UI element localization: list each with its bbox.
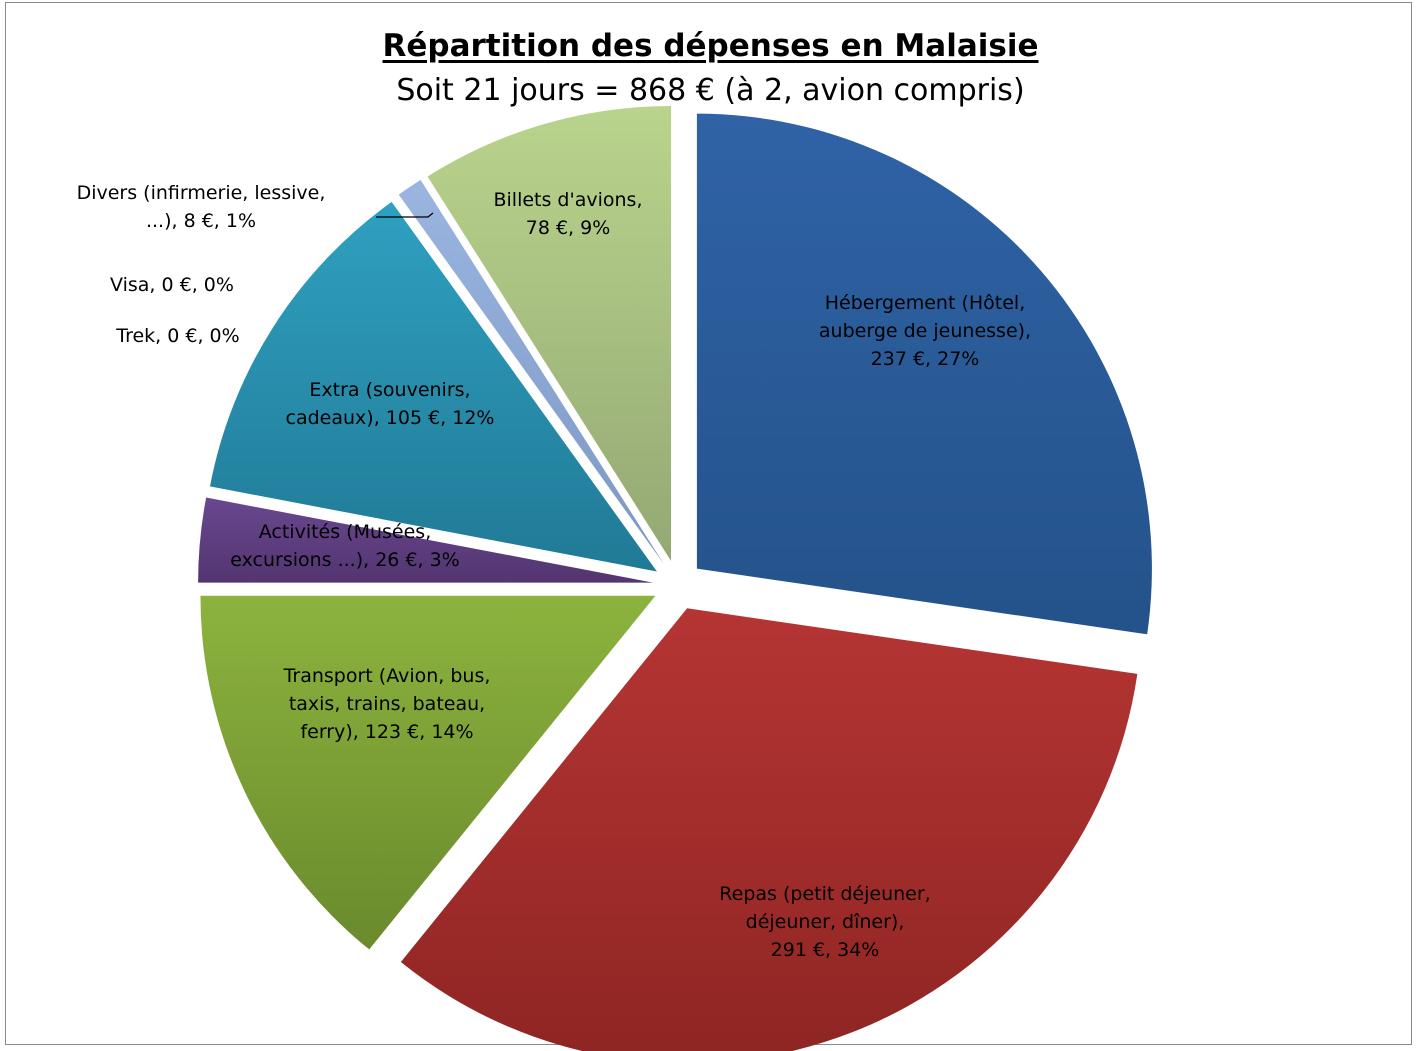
slice-label-line: ferry), 123 €, 14% [300, 721, 473, 743]
slice-label-line: 78 €, 9% [526, 217, 611, 239]
leader-line [376, 212, 434, 218]
pie-slice [427, 105, 672, 561]
slice-label-line: Trek, 0 €, 0% [115, 325, 239, 347]
slice-label: Billets d'avions, 78 €, 9% [493, 189, 642, 239]
slice-label: Transport (Avion, bus, taxis, trains, bat… [283, 665, 491, 743]
slice-label: Trek, 0 €, 0% [115, 325, 239, 347]
slice-label-line: Billets d'avions, [493, 189, 642, 211]
slice-label: Activités (Musées, excursions ...), 26 €,… [230, 521, 459, 571]
slice-label-line: cadeaux), 105 €, 12% [286, 407, 495, 429]
slice-label-line: Visa, 0 €, 0% [110, 274, 234, 296]
pie-slice [209, 201, 657, 572]
slice-label-line: 291 €, 34% [771, 939, 880, 961]
chart-title: Répartition des dépenses en Malaisie [382, 28, 1039, 64]
slice-label-line: déjeuner, dîner), [746, 911, 905, 933]
pie-slice [696, 113, 1152, 635]
slice-label-line: Hébergement (Hôtel, [825, 292, 1025, 314]
pie-slice [398, 179, 665, 565]
pie-slice [198, 497, 654, 583]
slice-label-line: Extra (souvenirs, [309, 379, 470, 401]
slice-label-line: Transport (Avion, bus, [283, 665, 491, 687]
slice-label-line: ...), 8 €, 1% [146, 210, 256, 232]
pie-slice [400, 608, 1138, 1051]
slice-label-line: Activités (Musées, [259, 521, 432, 543]
slice-label: Hébergement (Hôtel, auberge de jeunesse),… [819, 292, 1031, 370]
slice-label-line: excursions ...), 26 €, 3% [230, 549, 459, 571]
slice-label: Repas (petit déjeuner, déjeuner, dîner), 2… [719, 883, 930, 961]
slice-label-line: auberge de jeunesse), [819, 320, 1031, 342]
pie-slice [200, 595, 656, 950]
slice-label-line: taxis, trains, bateau, [289, 693, 485, 715]
chart-subtitle: Soit 21 jours = 868 € (à 2, avion compri… [396, 73, 1025, 108]
slice-label: Extra (souvenirs, cadeaux), 105 €, 12% [286, 379, 495, 429]
slice-label-line: 237 €, 27% [871, 348, 980, 370]
slice-label: Visa, 0 €, 0% [110, 274, 234, 296]
slice-label-line: Divers (infirmerie, lessive, [77, 182, 326, 204]
slice-label-line: Repas (petit déjeuner, [719, 883, 930, 905]
slice-label: Divers (infirmerie, lessive, ...), 8 €, 1… [77, 182, 326, 232]
